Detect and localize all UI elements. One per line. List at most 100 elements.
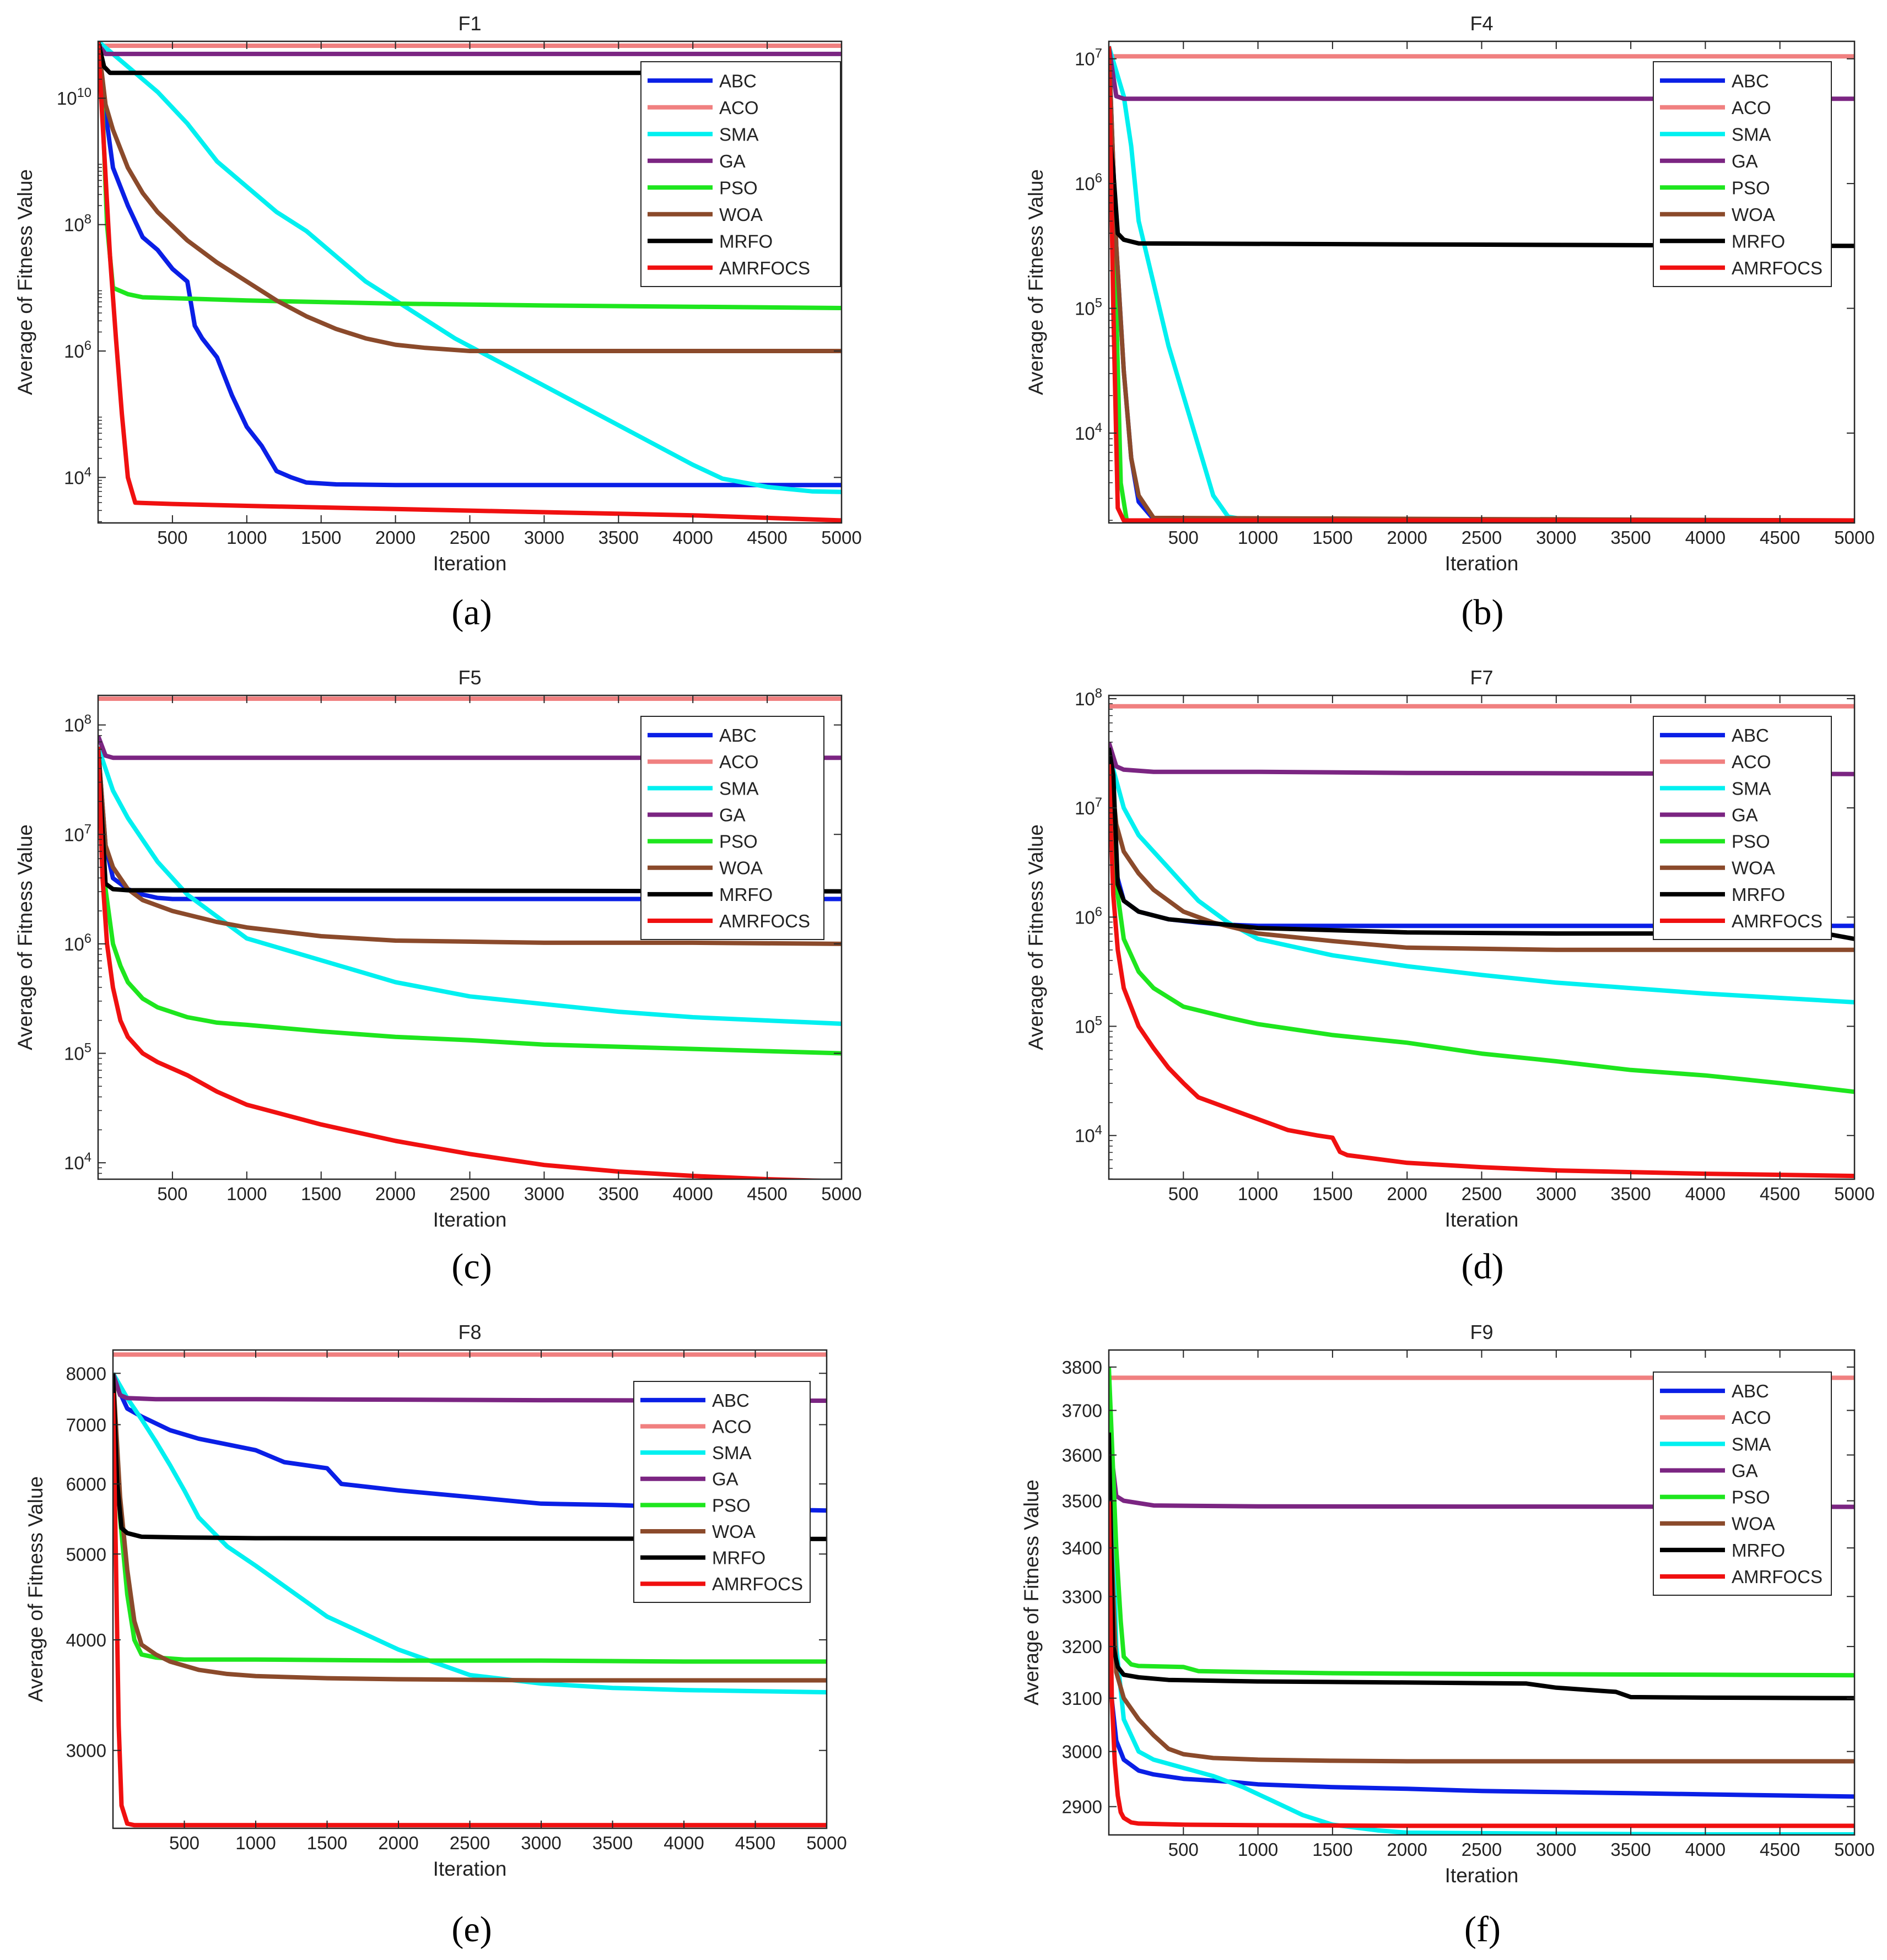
legend-label-aco: ACO — [1732, 1407, 1771, 1428]
y-tick-label: 105 — [64, 1041, 91, 1064]
legend-label-ga: GA — [1732, 1460, 1758, 1481]
legend-label-mrfo: MRFO — [1732, 1540, 1785, 1561]
series-line-pso — [113, 1373, 827, 1664]
x-tick-label: 2500 — [450, 527, 490, 548]
y-axis-label: Average of Fitness Value — [14, 169, 36, 395]
y-tick-label: 7000 — [66, 1414, 106, 1435]
legend-label-woa: WOA — [1732, 858, 1775, 878]
legend-label-aco: ACO — [712, 1416, 752, 1437]
y-axis-label: Average of Fitness Value — [1025, 824, 1047, 1050]
x-axis-label: Iteration — [1445, 1864, 1519, 1887]
y-tick-label: 104 — [64, 465, 91, 488]
x-tick-label: 2000 — [375, 527, 416, 548]
chart-panel-F7: 500 1000 1500 2000 2500 3000 3500 4000 4500 5000 1… — [1025, 666, 1875, 1287]
x-tick-label: 4000 — [672, 1184, 713, 1204]
x-tick-label: 3000 — [521, 1833, 561, 1853]
chart-title: F8 — [458, 1321, 481, 1343]
y-tick-label: 4000 — [66, 1630, 106, 1650]
y-tick-label: 1010 — [57, 85, 91, 109]
y-tick-label: 107 — [1075, 795, 1102, 818]
x-tick-label: 2500 — [450, 1833, 490, 1853]
legend-label-mrfo: MRFO — [719, 884, 773, 905]
x-axis-label: Iteration — [433, 1208, 507, 1231]
legend-label-mrfo: MRFO — [1732, 884, 1785, 905]
legend-label-amrfocs: AMRFOCS — [712, 1574, 803, 1594]
x-axis-label: Iteration — [1445, 552, 1519, 575]
legend-label-woa: WOA — [1732, 1514, 1775, 1534]
legend-label-abc: ABC — [719, 725, 757, 746]
x-tick-label: 1000 — [227, 1184, 267, 1204]
legend-label-ga: GA — [1732, 804, 1758, 825]
legend-label-amrfocs: AMRFOCS — [1732, 911, 1823, 931]
x-tick-label: 5000 — [806, 1833, 847, 1853]
chart-title: F5 — [458, 666, 481, 689]
x-tick-label: 3000 — [1536, 1184, 1576, 1204]
x-tick-label: 1500 — [301, 1184, 341, 1204]
y-tick-label: 104 — [1075, 420, 1102, 444]
series-line-pso — [1109, 1367, 1854, 1678]
y-tick-label: 106 — [1075, 904, 1102, 927]
x-tick-label: 2500 — [450, 1184, 490, 1204]
x-tick-label: 1500 — [1312, 1184, 1352, 1204]
x-tick-label: 1500 — [1312, 527, 1352, 548]
panel-label: (c) — [451, 1246, 492, 1287]
series-line-mrfo — [113, 1373, 827, 1541]
x-tick-label: 1000 — [227, 527, 267, 548]
x-tick-label: 2500 — [1462, 1184, 1502, 1204]
legend-label-mrfo: MRFO — [719, 231, 773, 251]
series-line-sma — [113, 1372, 827, 1695]
series-line-amrfocs — [98, 41, 842, 523]
x-tick-label: 1000 — [1238, 1184, 1278, 1204]
series-line-pso — [98, 747, 842, 1056]
y-tick-label: 105 — [1075, 296, 1102, 319]
y-tick-label: 3100 — [1062, 1688, 1102, 1709]
y-tick-label: 106 — [64, 931, 91, 954]
x-tick-label: 4000 — [664, 1833, 704, 1853]
legend-label-amrfocs: AMRFOCS — [1732, 1567, 1823, 1587]
x-tick-label: 2000 — [1387, 1839, 1427, 1860]
x-tick-label: 2500 — [1462, 1839, 1502, 1860]
y-tick-label: 3800 — [1062, 1357, 1102, 1378]
legend-label-mrfo: MRFO — [1732, 231, 1785, 251]
x-tick-label: 3500 — [599, 527, 639, 548]
x-tick-label: 5000 — [1834, 527, 1874, 548]
legend: ABC ACO SMA GA PSO WOA MRFO AMRFOCS — [1653, 716, 1832, 940]
y-tick-label: 106 — [1075, 171, 1102, 194]
x-tick-label: 5000 — [821, 1184, 861, 1204]
x-tick-label: 3500 — [1610, 1184, 1651, 1204]
x-tick-label: 1000 — [235, 1833, 276, 1853]
x-tick-label: 3500 — [1610, 527, 1651, 548]
y-tick-label: 105 — [1075, 1014, 1102, 1037]
legend-label-woa: WOA — [712, 1521, 756, 1542]
x-tick-label: 4500 — [1760, 1184, 1800, 1204]
y-tick-label: 3600 — [1062, 1445, 1102, 1465]
series-line-abc — [98, 41, 842, 488]
y-tick-label: 6000 — [66, 1474, 106, 1494]
legend-label-abc: ABC — [712, 1390, 750, 1411]
x-tick-label: 3500 — [592, 1833, 633, 1853]
y-tick-label: 5000 — [66, 1544, 106, 1564]
y-tick-label: 3500 — [1062, 1491, 1102, 1511]
series-line-pso — [1109, 764, 1854, 1094]
x-tick-label: 4000 — [1685, 1184, 1726, 1204]
chart-panel-F8: 500 1000 1500 2000 2500 3000 3500 4000 4500 5000 3… — [24, 1321, 847, 1950]
legend-label-aco: ACO — [719, 98, 759, 118]
x-tick-label: 1000 — [1238, 527, 1278, 548]
legend: ABC ACO SMA GA PSO WOA MRFO AMRFOCS — [1653, 1372, 1832, 1596]
legend-label-pso: PSO — [712, 1495, 751, 1515]
series-line-woa — [98, 41, 842, 353]
series-line-abc — [1109, 1672, 1854, 1799]
legend-label-sma: SMA — [719, 778, 759, 798]
x-tick-label: 2500 — [1462, 527, 1502, 548]
legend-label-ga: GA — [712, 1469, 738, 1489]
x-tick-label: 1500 — [301, 527, 341, 548]
chart-title: F4 — [1470, 12, 1493, 35]
x-tick-label: 500 — [1168, 1839, 1199, 1860]
series-line-woa — [1109, 46, 1854, 523]
chart-panel-F4: 500 1000 1500 2000 2500 3000 3500 4000 4500 5000 1… — [1025, 12, 1875, 633]
x-tick-label: 3000 — [524, 1184, 564, 1204]
x-tick-label: 500 — [1168, 1184, 1199, 1204]
panel-label: (a) — [451, 592, 492, 633]
series-line-sma — [1109, 752, 1854, 1005]
